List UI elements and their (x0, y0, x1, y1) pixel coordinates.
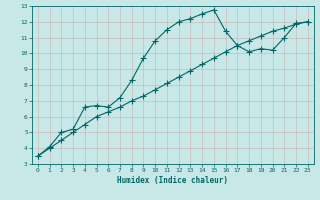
X-axis label: Humidex (Indice chaleur): Humidex (Indice chaleur) (117, 176, 228, 185)
